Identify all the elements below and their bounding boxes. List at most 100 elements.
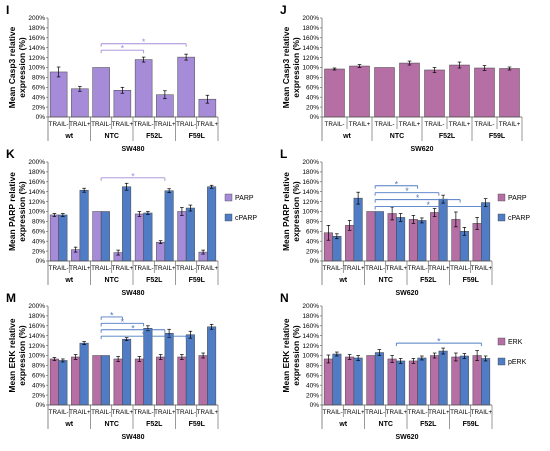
y-tick-label: 180%	[302, 169, 319, 176]
group-label: NTC	[105, 133, 119, 140]
category-label: TRAIL+	[69, 121, 91, 128]
category-label: TRAIL+	[343, 265, 365, 272]
category-label: TRAIL+	[428, 409, 450, 416]
y-axis-label-line2: expression (%)	[291, 37, 301, 98]
legend-swatch-perk	[497, 357, 506, 366]
bar-perk-0	[332, 353, 342, 406]
y-tick-label: 80%	[32, 363, 45, 370]
y-tick-label: 20%	[32, 104, 45, 111]
group-label: F52L	[146, 421, 163, 428]
bar-parp-0	[49, 214, 59, 262]
y-axis-label-line2: expression (%)	[17, 181, 27, 242]
panel-j: J Mean Casp3 relative expression (%) 0% 20% 4…	[280, 3, 523, 153]
bar-perk-6	[459, 355, 469, 406]
y-tick-label: 20%	[306, 104, 319, 111]
bar-value-4	[424, 69, 445, 118]
category-label: TRAIL+	[154, 409, 176, 416]
y-tick-label: 40%	[306, 382, 319, 389]
y-tick-label: 40%	[306, 238, 319, 245]
category-label: TRAIL-	[450, 409, 470, 416]
category-label: TRAIL+	[349, 121, 371, 128]
group-label: NTC	[390, 133, 404, 140]
group-label: NTC	[105, 421, 119, 428]
y-tick-label: 40%	[32, 238, 45, 245]
bar-perk-4	[143, 328, 153, 406]
bar-erk-7	[198, 355, 208, 406]
y-tick-label: 180%	[28, 25, 45, 32]
significance-star: *	[131, 323, 135, 333]
bar-parp-2	[92, 211, 102, 262]
legend-swatch-parp	[497, 193, 506, 202]
cell-line-label: SW620	[411, 146, 434, 153]
significance-star: *	[121, 317, 125, 327]
category-label: TRAIL-	[176, 265, 196, 272]
panel-n: N Mean ERK relative expression (%) 0% 20% 40%…	[280, 291, 527, 441]
bar-erk-1	[71, 356, 81, 406]
category-label: TRAIL-	[176, 409, 196, 416]
bar-value-6	[177, 56, 195, 118]
bar-parp-2	[366, 211, 376, 262]
category-label: TRAIL-	[91, 265, 111, 272]
category-label: TRAIL-	[134, 409, 154, 416]
y-tick-label: 60%	[306, 85, 319, 92]
y-tick-label: 100%	[302, 65, 319, 72]
y-tick-label: 120%	[302, 199, 319, 206]
y-tick-label: 180%	[28, 313, 45, 320]
bar-cparp-3	[122, 186, 132, 262]
bar-cparp-5	[164, 190, 174, 262]
cell-line-label: SW480	[122, 290, 145, 297]
category-label: TRAIL+	[154, 121, 176, 128]
category-label: TRAIL-	[176, 121, 196, 128]
bar-erk-6	[451, 356, 461, 406]
bar-erk-4	[134, 358, 144, 406]
y-tick-label: 160%	[28, 323, 45, 330]
cell-line-label: SW620	[396, 290, 419, 297]
category-label: TRAIL+	[112, 265, 134, 272]
bar-value-1	[71, 88, 89, 118]
group-label: F59L	[463, 421, 480, 428]
bar-cparp-6	[459, 231, 469, 262]
bar-perk-1	[79, 342, 89, 406]
bar-cparp-4	[417, 220, 427, 262]
category-label: TRAIL-	[408, 265, 428, 272]
y-tick-label: 180%	[28, 169, 45, 176]
category-label: TRAIL+	[112, 409, 134, 416]
y-axis-label-line1: Mean Casp3 relative	[7, 26, 17, 108]
bar-value-0	[324, 68, 345, 118]
bar-erk-5	[156, 356, 166, 406]
bar-parp-6	[177, 211, 187, 262]
category-label: TRAIL+	[471, 265, 493, 272]
group-label: wt	[64, 421, 73, 428]
y-tick-label: 0%	[36, 402, 46, 409]
y-tick-label: 200%	[28, 15, 45, 22]
y-tick-label: 140%	[302, 189, 319, 196]
group-label: wt	[338, 421, 347, 428]
y-tick-label: 120%	[302, 343, 319, 350]
panel-letter: J	[280, 3, 287, 17]
bar-perk-2	[100, 355, 110, 406]
category-label: TRAIL+	[471, 409, 493, 416]
legend-swatch-cparp	[497, 213, 506, 222]
y-tick-label: 160%	[302, 323, 319, 330]
y-tick-label: 140%	[302, 333, 319, 340]
category-label: TRAIL+	[154, 265, 176, 272]
y-tick-label: 0%	[310, 114, 320, 121]
y-tick-label: 80%	[306, 219, 319, 226]
y-tick-label: 100%	[302, 353, 319, 360]
y-tick-label: 200%	[302, 15, 319, 22]
y-tick-label: 0%	[36, 258, 46, 265]
panel-k: K Mean PARP relative expression (%) 0% 20% 40…	[6, 147, 257, 297]
panel-letter: M	[6, 291, 16, 305]
y-tick-label: 100%	[302, 209, 319, 216]
bar-cparp-3	[396, 217, 406, 262]
category-label: TRAIL-	[450, 265, 470, 272]
bar-erk-4	[408, 360, 418, 406]
bar-value-7	[499, 68, 520, 118]
y-tick-label: 40%	[32, 382, 45, 389]
bar-erk-2	[92, 355, 102, 406]
category-label: TRAIL+	[386, 265, 408, 272]
group-label: F59L	[189, 421, 206, 428]
bar-value-5	[449, 64, 470, 118]
category-label: TRAIL-	[323, 265, 343, 272]
category-label: TRAIL-	[425, 121, 445, 128]
